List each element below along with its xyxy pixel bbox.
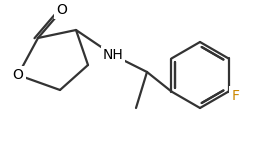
Text: O: O [57,3,67,17]
Text: O: O [13,68,24,82]
Text: F: F [231,88,240,103]
Text: NH: NH [103,48,123,62]
